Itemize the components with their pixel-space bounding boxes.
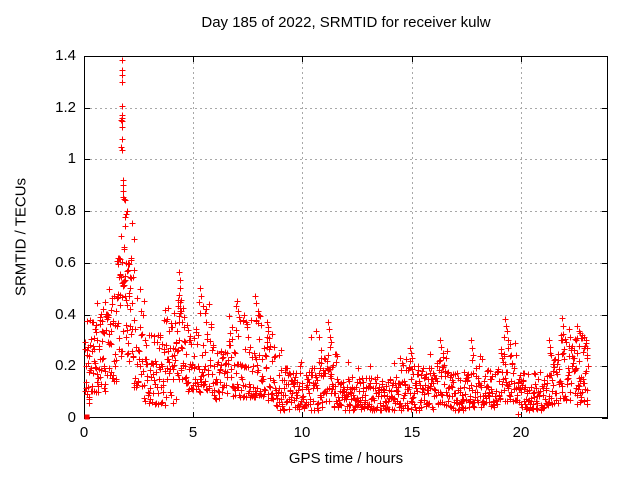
y-tick-label-0.6: 0.6: [55, 254, 76, 271]
plot-border: [84, 56, 608, 418]
x-tick-label-5: 5: [188, 424, 198, 441]
x-tick-label-15: 15: [403, 424, 421, 441]
chart-title: Day 185 of 2022, SRMTID for receiver kul…: [201, 14, 491, 31]
y-tick-label-1.2: 1.2: [55, 99, 76, 116]
y-tick-label-0.4: 0.4: [55, 306, 76, 323]
y-tick-label-0.8: 0.8: [55, 202, 76, 219]
x-tick-label-0: 0: [79, 424, 89, 441]
data-points: [82, 57, 592, 418]
y-tick-label-1: 1: [67, 150, 76, 167]
x-tick-label-10: 10: [293, 424, 311, 441]
origin-point-marker: [84, 414, 90, 420]
y-axis-label: SRMTID / TECUs: [12, 177, 30, 297]
x-axis-label: GPS time / hours: [288, 450, 404, 467]
y-tick-label-1.4: 1.4: [55, 47, 76, 64]
y-tick-label-0.2: 0.2: [55, 357, 76, 374]
grid-lines: [85, 57, 607, 417]
y-tick-label-0: 0: [67, 409, 76, 426]
x-tick-label-20: 20: [512, 424, 530, 441]
